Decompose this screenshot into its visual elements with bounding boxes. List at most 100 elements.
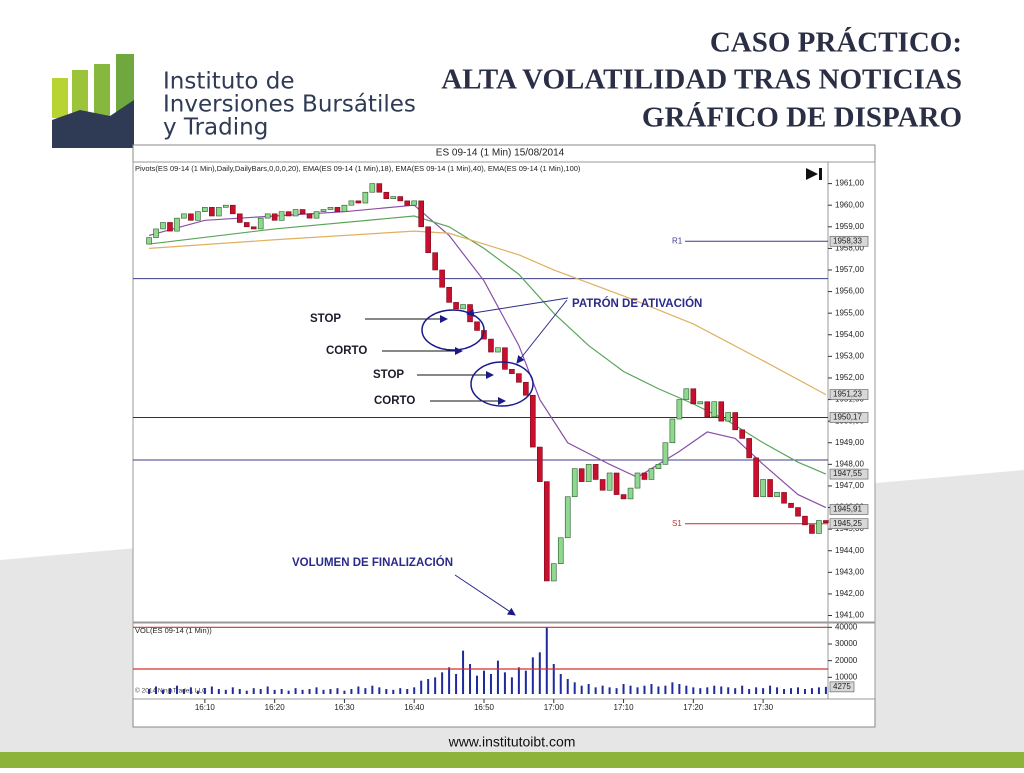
candle xyxy=(153,228,159,238)
candle xyxy=(313,211,320,219)
level-label: R1 xyxy=(672,236,683,245)
annotation: CORTO xyxy=(374,395,415,407)
y-tick-label: 1952,00 xyxy=(835,373,864,382)
volume-bar xyxy=(238,689,241,694)
candle xyxy=(564,496,571,539)
candle xyxy=(439,269,445,288)
volume-bar xyxy=(357,686,360,694)
y-tick-label: 1960,00 xyxy=(835,200,864,209)
volume-bar xyxy=(587,684,590,694)
candle xyxy=(341,204,348,212)
candle xyxy=(767,479,773,498)
volume-bar xyxy=(643,685,646,694)
volume-bar xyxy=(824,686,827,694)
logo-line: Instituto de xyxy=(163,69,295,95)
x-tick-label: 17:30 xyxy=(753,703,774,712)
volume-bar xyxy=(308,689,311,694)
volume-bar xyxy=(448,667,451,694)
candle xyxy=(460,304,466,310)
candle xyxy=(739,429,745,439)
volume-bar xyxy=(329,689,332,694)
candle xyxy=(530,394,536,448)
volume-bar xyxy=(294,688,297,694)
x-tick-label: 16:10 xyxy=(195,703,216,712)
x-tick-label: 16:20 xyxy=(265,703,286,712)
candle xyxy=(257,217,264,230)
volume-bar xyxy=(657,686,660,694)
volume-bar xyxy=(664,685,667,694)
volume-bar xyxy=(817,687,820,694)
volume-bar xyxy=(371,685,374,694)
volume-bar xyxy=(629,685,632,694)
volume-bar xyxy=(692,687,695,694)
candle xyxy=(802,515,808,526)
x-tick-label: 17:10 xyxy=(614,703,635,712)
price-tag xyxy=(829,235,869,247)
candle xyxy=(760,479,766,498)
volume-bar xyxy=(748,689,751,694)
volume-bar xyxy=(755,687,758,694)
volume-tick-label: 40000 xyxy=(835,622,858,631)
price-tag-label: 1945,91 xyxy=(833,505,862,514)
annotation: VOLUMEN DE FINALIZACIÓN xyxy=(292,556,453,569)
candle xyxy=(592,464,599,480)
volume-bar xyxy=(315,687,318,694)
volume-tick-label: 20000 xyxy=(835,656,858,665)
volume-bar xyxy=(482,670,485,694)
candle xyxy=(641,472,648,480)
volume-bar xyxy=(406,689,409,694)
volume-bar xyxy=(364,688,367,694)
candle xyxy=(278,211,285,221)
volume-tick-label: 10000 xyxy=(835,672,858,681)
volume-bar xyxy=(399,688,402,694)
price-tag-label: 1945,25 xyxy=(833,519,862,528)
volume-bar xyxy=(280,689,283,694)
logo-line: Inversiones Bursátiles xyxy=(163,92,416,118)
y-tick-label: 1943,00 xyxy=(835,567,864,576)
candle xyxy=(781,492,787,504)
candle xyxy=(397,196,404,202)
volume-tick-label: 30000 xyxy=(835,639,858,648)
candle xyxy=(502,347,508,370)
candle xyxy=(613,472,620,495)
volume-bar xyxy=(168,688,171,694)
play-icon[interactable] xyxy=(819,168,822,180)
candle xyxy=(509,369,515,374)
candle xyxy=(348,200,355,206)
candle xyxy=(292,209,299,217)
volume-bar xyxy=(615,688,618,694)
volume-bar xyxy=(762,688,765,694)
volume-panel xyxy=(132,622,876,700)
annotation: STOP xyxy=(310,313,341,325)
candle xyxy=(550,563,557,582)
y-tick-label: 1944,00 xyxy=(835,546,864,555)
price-tag-label: 1951,23 xyxy=(833,390,862,399)
price-tag xyxy=(829,504,869,515)
volume-bar xyxy=(734,688,737,694)
volume-bar xyxy=(336,688,339,694)
volume-bar xyxy=(343,690,346,694)
candle xyxy=(229,204,236,215)
volume-bar xyxy=(455,674,458,694)
volume-bar xyxy=(601,685,604,694)
volume-bar xyxy=(545,627,548,694)
candle xyxy=(299,209,306,215)
header-line: GRÁFICO DE DISPARO xyxy=(642,101,962,134)
volume-bar xyxy=(559,674,562,694)
volume-bar xyxy=(517,667,520,694)
candle xyxy=(732,412,738,431)
annotation: PATRÓN DE ATIVACIÓN xyxy=(572,297,702,310)
candle xyxy=(216,207,222,217)
volume-bar xyxy=(524,670,527,694)
volume-bar xyxy=(175,685,178,694)
annotation-arrow xyxy=(516,299,568,364)
volume-bar xyxy=(148,689,151,694)
candle xyxy=(383,191,390,200)
play-icon[interactable] xyxy=(806,168,818,180)
candle xyxy=(264,213,271,219)
volume-bar xyxy=(210,686,213,694)
candle xyxy=(488,338,494,353)
candle xyxy=(516,373,522,383)
candle xyxy=(599,479,606,491)
y-tick-label: 1953,00 xyxy=(835,351,864,360)
